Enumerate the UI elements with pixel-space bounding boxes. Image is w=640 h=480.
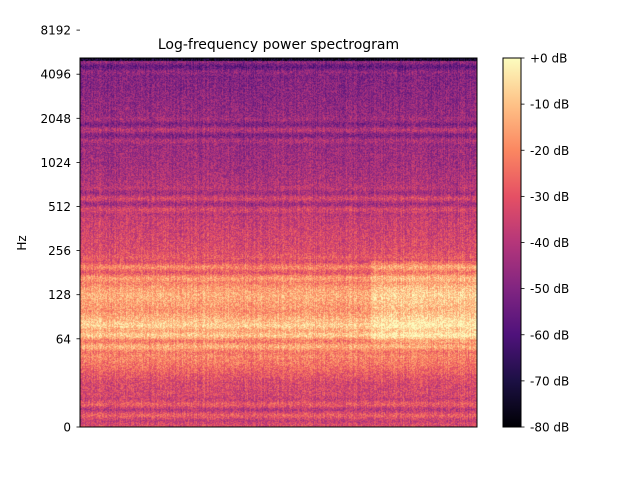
colorbar-tick-label: -50 dB bbox=[530, 282, 569, 296]
spectrogram-plot-area bbox=[80, 58, 477, 427]
colorbar-tick-label: -20 dB bbox=[530, 144, 569, 158]
y-tick-label: 0 bbox=[63, 421, 71, 435]
y-tick-label: 128 bbox=[48, 288, 71, 302]
colorbar-tick-label: -70 dB bbox=[530, 374, 569, 388]
colorbar-tick-label: -40 dB bbox=[530, 236, 569, 250]
y-tick-label: 256 bbox=[48, 244, 71, 258]
y-axis-label: Hz bbox=[15, 235, 29, 250]
colorbar-tick-label: -30 dB bbox=[530, 190, 569, 204]
chart-title: Log-frequency power spectrogram bbox=[158, 37, 399, 53]
plot-frame bbox=[79, 57, 478, 428]
y-tick-label: 64 bbox=[56, 332, 71, 346]
colorbar-ticks: +0 dB -10 dB -20 dB -30 dB -40 dB -50 dB -60 d… bbox=[521, 52, 569, 435]
y-tick-label: 1024 bbox=[40, 156, 71, 170]
y-axis-ticks: 0 64 128 256 512 1024 2048 4096 8192 bbox=[40, 24, 80, 435]
colorbar-tick-label: +0 dB bbox=[530, 52, 567, 66]
colorbar bbox=[502, 57, 522, 428]
y-tick-label: 2048 bbox=[40, 112, 71, 126]
spectrogram-heatmap bbox=[80, 58, 477, 427]
colorbar-tick-label: -10 dB bbox=[530, 98, 569, 112]
y-tick-label: 8192 bbox=[40, 24, 71, 38]
colorbar-tick-label: -80 dB bbox=[530, 421, 569, 435]
colorbar-tick-label: -60 dB bbox=[530, 328, 569, 342]
y-tick-label: 512 bbox=[48, 200, 71, 214]
y-tick-label: 4096 bbox=[40, 68, 71, 82]
